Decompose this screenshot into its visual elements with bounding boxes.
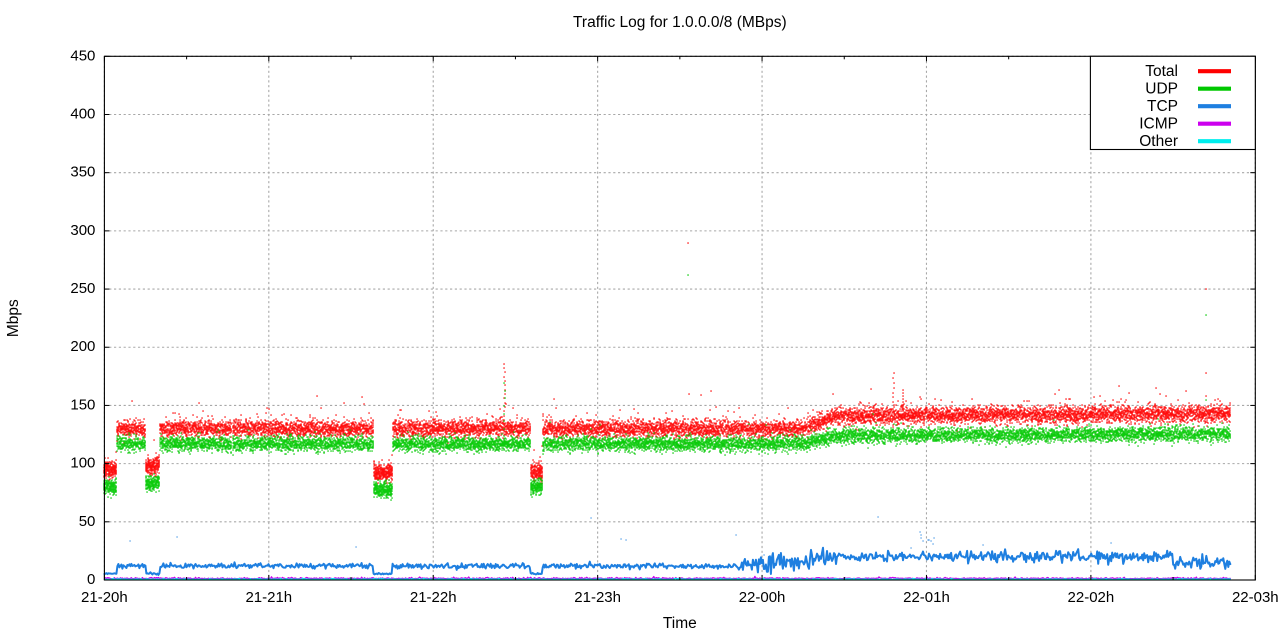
svg-text:300: 300 [70, 222, 95, 239]
svg-text:100: 100 [70, 455, 95, 472]
svg-text:Traffic Log for 1.0.0.0/8 (MBp: Traffic Log for 1.0.0.0/8 (MBps) [573, 14, 787, 31]
svg-text:150: 150 [70, 396, 95, 413]
svg-text:Time: Time [663, 615, 697, 632]
svg-text:0: 0 [87, 571, 95, 588]
svg-text:UDP: UDP [1145, 81, 1178, 98]
svg-text:21-21h: 21-21h [245, 589, 292, 606]
svg-text:Total: Total [1145, 63, 1178, 80]
svg-text:450: 450 [70, 47, 95, 64]
svg-text:21-20h: 21-20h [81, 589, 128, 606]
svg-text:22-03h: 22-03h [1232, 589, 1279, 606]
svg-text:22-02h: 22-02h [1068, 589, 1115, 606]
svg-text:22-00h: 22-00h [739, 589, 786, 606]
svg-text:Mbps: Mbps [5, 299, 22, 337]
svg-text:ICMP: ICMP [1139, 116, 1178, 133]
svg-text:250: 250 [70, 280, 95, 297]
svg-text:21-22h: 21-22h [410, 589, 457, 606]
svg-text:350: 350 [70, 164, 95, 181]
svg-text:400: 400 [70, 105, 95, 122]
svg-text:TCP: TCP [1147, 98, 1178, 115]
svg-text:21-23h: 21-23h [574, 589, 621, 606]
svg-text:50: 50 [79, 513, 96, 530]
svg-text:22-01h: 22-01h [903, 589, 950, 606]
svg-text:Other: Other [1139, 133, 1178, 150]
svg-text:200: 200 [70, 338, 95, 355]
